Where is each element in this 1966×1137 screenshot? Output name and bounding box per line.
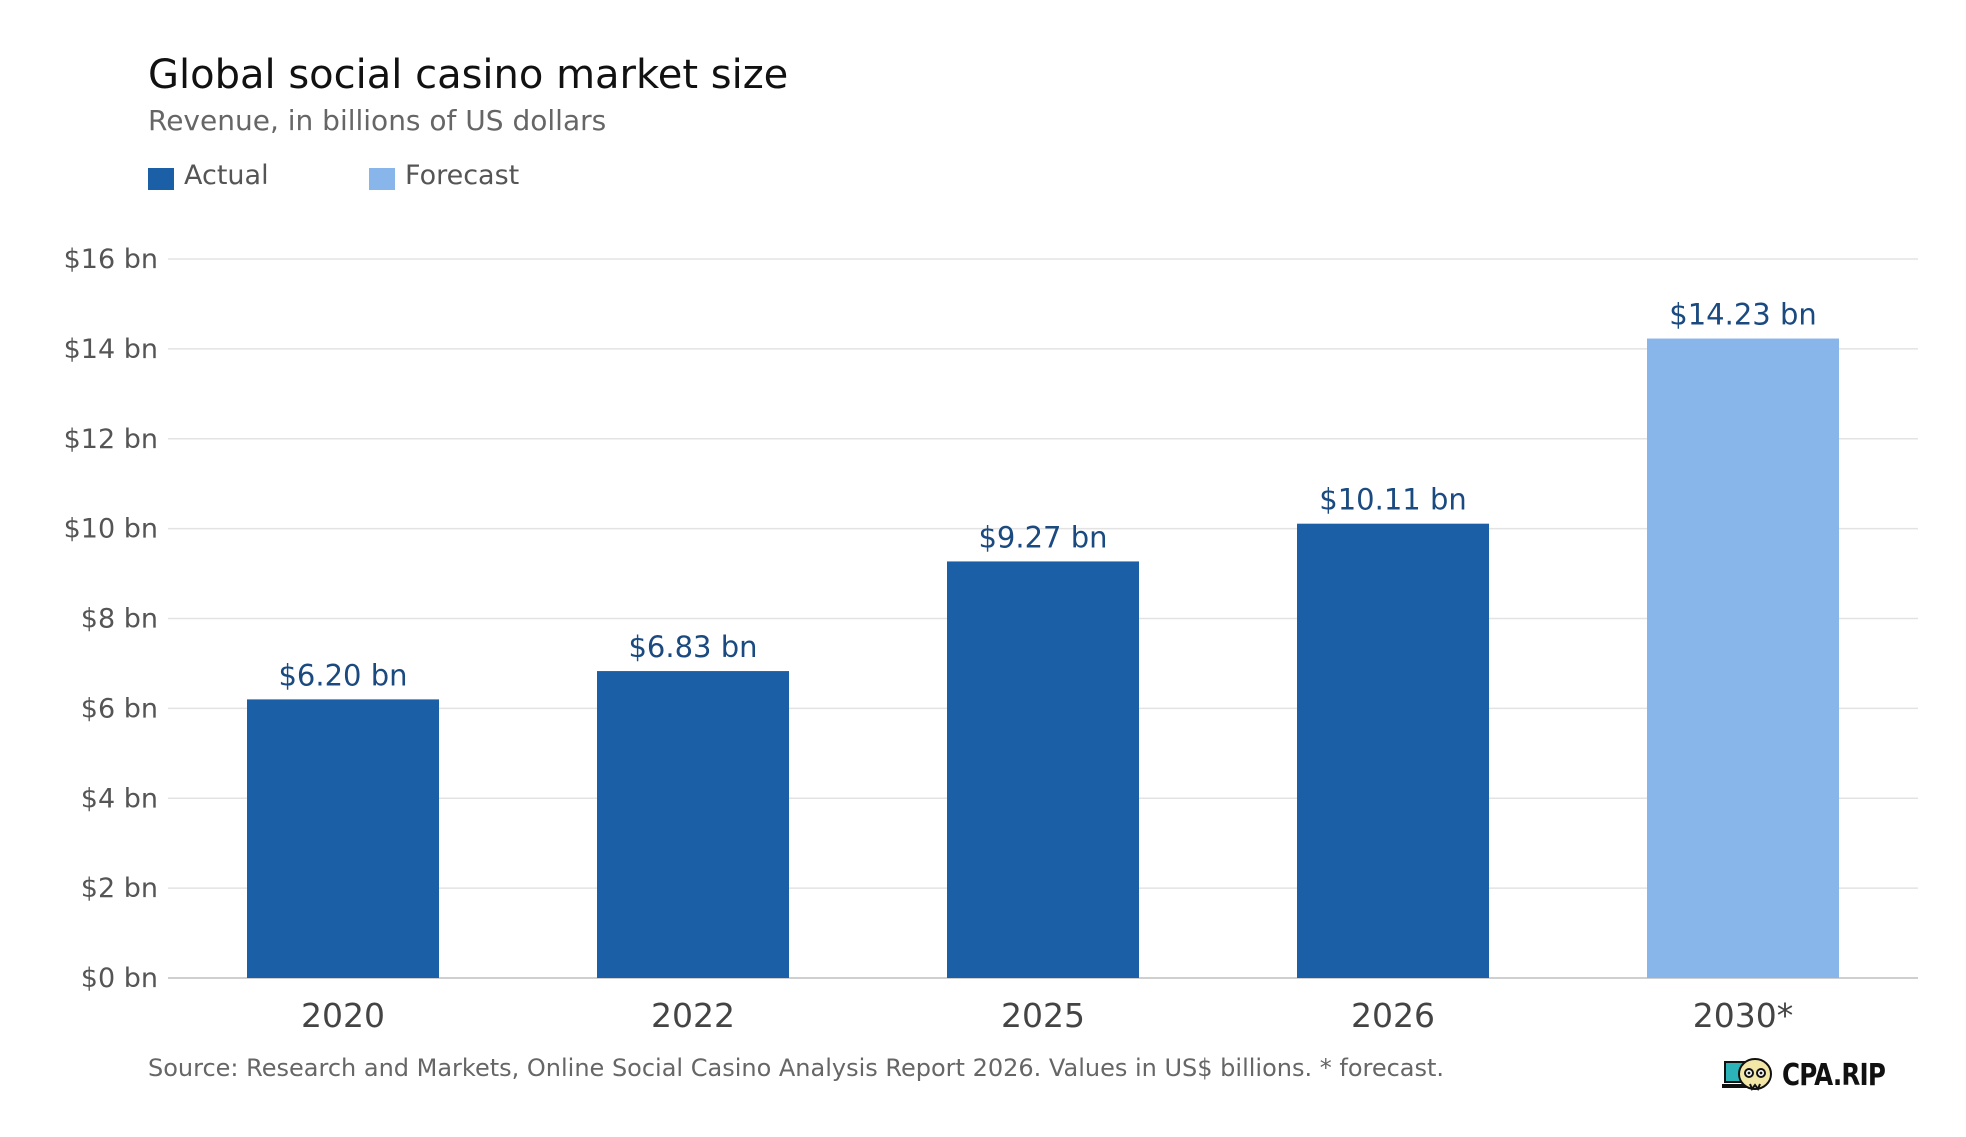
skull-laptop-icon xyxy=(1722,1058,1772,1092)
bar-value-label: $6.20 bn xyxy=(278,658,407,692)
y-tick-label: $4 bn xyxy=(81,783,158,814)
legend-item-forecast: Forecast xyxy=(369,160,519,191)
bar-value-label: $14.23 bn xyxy=(1669,298,1816,332)
bar-value-label: $10.11 bn xyxy=(1319,483,1466,517)
y-tick-label: $6 bn xyxy=(81,693,158,724)
x-axis-ticks: 2020 2022 2025 2026 2030* xyxy=(301,996,1793,1035)
legend-swatch-forecast xyxy=(369,167,395,190)
bar-value-labels: $6.20 bn $6.83 bn $9.27 bn $10.11 bn $14.23 … xyxy=(278,298,1816,693)
bar-2026 xyxy=(1297,523,1489,978)
bar-value-label: $9.27 bn xyxy=(978,520,1107,554)
legend-item-actual: Actual xyxy=(148,160,269,191)
y-tick-label: $8 bn xyxy=(81,604,158,635)
bar-2025 xyxy=(947,561,1139,978)
y-tick-label: $14 bn xyxy=(64,334,158,365)
brand-logo: CPA.RIP xyxy=(1722,1056,1908,1094)
y-axis-ticks: $0 bn $2 bn $4 bn $6 bn $8 bn $10 bn $12 bn $14… xyxy=(64,244,158,994)
x-tick-label: 2025 xyxy=(1001,996,1085,1035)
gridlines xyxy=(168,258,1918,979)
bar-value-label: $6.83 bn xyxy=(628,630,757,664)
bars xyxy=(247,338,1839,978)
legend-label-forecast: Forecast xyxy=(405,160,520,191)
x-tick-label: 2030* xyxy=(1693,996,1793,1035)
x-tick-label: 2022 xyxy=(651,996,735,1035)
y-tick-label: $12 bn xyxy=(64,424,158,455)
source-note: Source: Research and Markets, Online Soc… xyxy=(148,1054,1445,1082)
legend-swatch-actual xyxy=(148,167,174,190)
y-tick-label: $16 bn xyxy=(64,244,158,275)
y-tick-label: $2 bn xyxy=(81,873,158,904)
bar-2030-forecast xyxy=(1647,338,1839,978)
brand-wordmark: CPA.RIP xyxy=(1782,1057,1886,1093)
chart-subtitle: Revenue, in billions of US dollars xyxy=(148,104,607,137)
bar-2020 xyxy=(247,699,439,978)
legend-label-actual: Actual xyxy=(184,160,269,191)
y-tick-label: $0 bn xyxy=(81,963,158,994)
x-tick-label: 2026 xyxy=(1351,996,1435,1035)
y-tick-label: $10 bn xyxy=(64,514,158,545)
bar-2022 xyxy=(597,671,789,978)
x-tick-label: 2020 xyxy=(301,996,385,1035)
chart-title: Global social casino market size xyxy=(148,52,789,98)
